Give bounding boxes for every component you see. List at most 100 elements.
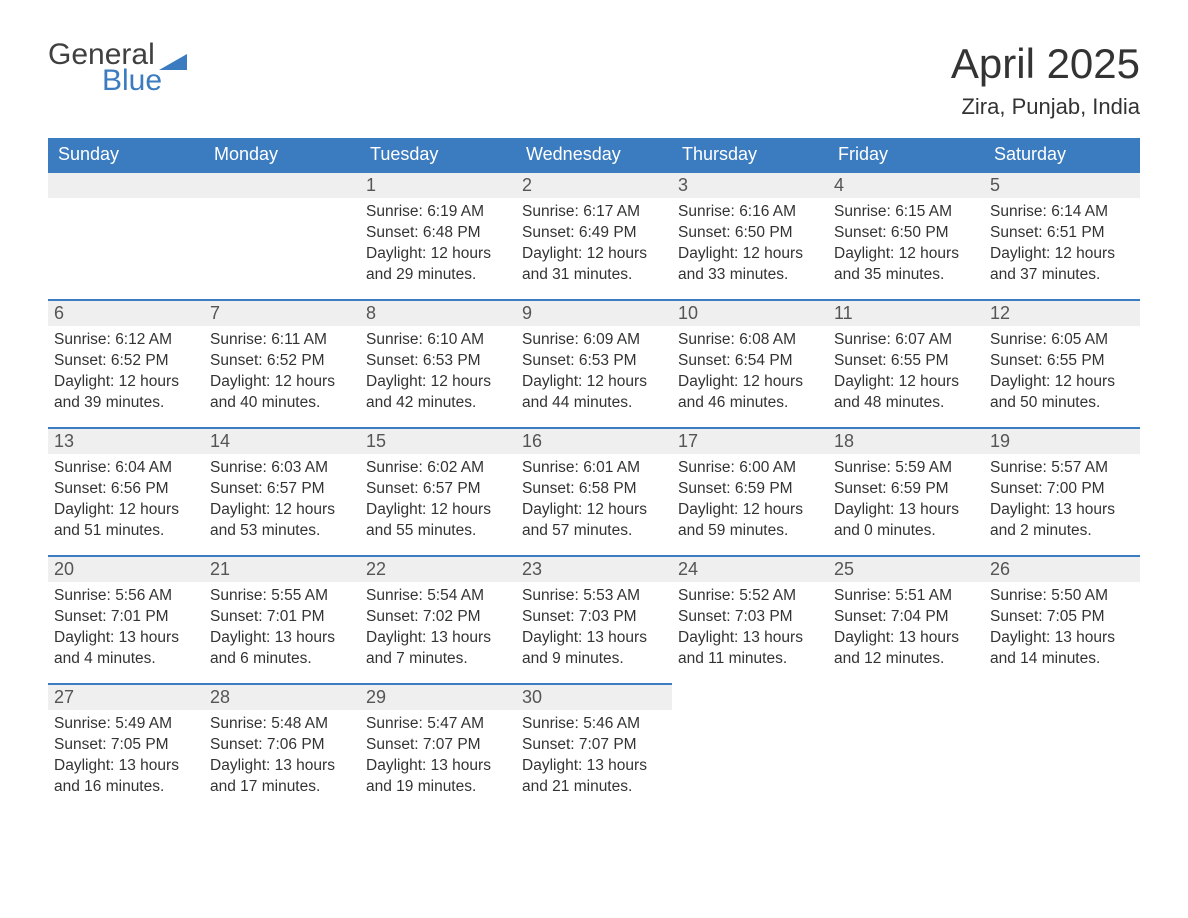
sunrise-line: Sunrise: 5:59 AM	[834, 458, 978, 479]
sunset-value: 7:02 PM	[423, 608, 481, 625]
daylight-line: Daylight: 13 hours and 2 minutes.	[990, 500, 1134, 542]
sunrise-value: 6:09 AM	[583, 331, 640, 348]
sunrise-value: 5:50 AM	[1051, 587, 1108, 604]
sunrise-value: 6:14 AM	[1051, 203, 1108, 220]
day-number: 18	[828, 427, 984, 454]
sunset-line: Sunset: 7:03 PM	[678, 607, 822, 628]
calendar-cell: 12Sunrise: 6:05 AMSunset: 6:55 PMDayligh…	[984, 299, 1140, 427]
sunset-label: Sunset:	[54, 736, 107, 753]
daylight-label: Daylight:	[366, 245, 426, 262]
daylight-label: Daylight:	[210, 629, 270, 646]
sunset-label: Sunset:	[678, 608, 731, 625]
day-number: 11	[828, 299, 984, 326]
weekday-header: Sunday	[48, 138, 204, 171]
calendar-cell: 11Sunrise: 6:07 AMSunset: 6:55 PMDayligh…	[828, 299, 984, 427]
sunset-value: 6:54 PM	[735, 352, 793, 369]
sunset-label: Sunset:	[678, 352, 731, 369]
sunrise-label: Sunrise:	[366, 715, 423, 732]
daylight-line: Daylight: 12 hours and 31 minutes.	[522, 244, 666, 286]
sunrise-value: 6:03 AM	[271, 459, 328, 476]
calendar-cell: 2Sunrise: 6:17 AMSunset: 6:49 PMDaylight…	[516, 171, 672, 299]
day-content: Sunrise: 6:02 AMSunset: 6:57 PMDaylight:…	[360, 454, 516, 546]
sunrise-line: Sunrise: 6:16 AM	[678, 202, 822, 223]
sunset-label: Sunset:	[54, 352, 107, 369]
day-number-empty	[48, 171, 204, 198]
calendar-cell: 19Sunrise: 5:57 AMSunset: 7:00 PMDayligh…	[984, 427, 1140, 555]
day-number: 20	[48, 555, 204, 582]
sunset-value: 6:53 PM	[579, 352, 637, 369]
sunrise-value: 5:48 AM	[271, 715, 328, 732]
calendar-cell: 30Sunrise: 5:46 AMSunset: 7:07 PMDayligh…	[516, 683, 672, 811]
day-number: 27	[48, 683, 204, 710]
day-content: Sunrise: 6:05 AMSunset: 6:55 PMDaylight:…	[984, 326, 1140, 418]
header: General Blue April 2025 Zira, Punjab, In…	[48, 40, 1140, 120]
sunrise-label: Sunrise:	[834, 203, 891, 220]
sunrise-line: Sunrise: 5:49 AM	[54, 714, 198, 735]
day-content: Sunrise: 5:59 AMSunset: 6:59 PMDaylight:…	[828, 454, 984, 546]
day-content-empty	[828, 708, 984, 788]
day-content: Sunrise: 6:19 AMSunset: 6:48 PMDaylight:…	[360, 198, 516, 290]
calendar-cell: 24Sunrise: 5:52 AMSunset: 7:03 PMDayligh…	[672, 555, 828, 683]
daylight-label: Daylight:	[990, 501, 1050, 518]
sunrise-line: Sunrise: 5:51 AM	[834, 586, 978, 607]
sunset-value: 6:52 PM	[111, 352, 169, 369]
sunrise-line: Sunrise: 6:00 AM	[678, 458, 822, 479]
sunrise-value: 5:54 AM	[427, 587, 484, 604]
sunrise-value: 6:12 AM	[115, 331, 172, 348]
sunset-value: 6:55 PM	[1047, 352, 1105, 369]
calendar-cell: 25Sunrise: 5:51 AMSunset: 7:04 PMDayligh…	[828, 555, 984, 683]
sunset-line: Sunset: 6:55 PM	[834, 351, 978, 372]
sunset-label: Sunset:	[522, 736, 575, 753]
daylight-line: Daylight: 12 hours and 33 minutes.	[678, 244, 822, 286]
sunrise-line: Sunrise: 6:08 AM	[678, 330, 822, 351]
sunset-value: 6:50 PM	[735, 224, 793, 241]
weekday-header: Wednesday	[516, 138, 672, 171]
daylight-label: Daylight:	[678, 245, 738, 262]
sunrise-line: Sunrise: 6:14 AM	[990, 202, 1134, 223]
sunrise-value: 6:00 AM	[739, 459, 796, 476]
day-content: Sunrise: 6:17 AMSunset: 6:49 PMDaylight:…	[516, 198, 672, 290]
day-content: Sunrise: 5:55 AMSunset: 7:01 PMDaylight:…	[204, 582, 360, 674]
daylight-line: Daylight: 12 hours and 40 minutes.	[210, 372, 354, 414]
daylight-line: Daylight: 12 hours and 57 minutes.	[522, 500, 666, 542]
day-content: Sunrise: 5:52 AMSunset: 7:03 PMDaylight:…	[672, 582, 828, 674]
calendar-cell: 5Sunrise: 6:14 AMSunset: 6:51 PMDaylight…	[984, 171, 1140, 299]
sunset-line: Sunset: 7:07 PM	[522, 735, 666, 756]
day-content: Sunrise: 5:53 AMSunset: 7:03 PMDaylight:…	[516, 582, 672, 674]
sunrise-value: 6:10 AM	[427, 331, 484, 348]
day-number: 7	[204, 299, 360, 326]
daylight-label: Daylight:	[678, 629, 738, 646]
sunrise-label: Sunrise:	[990, 203, 1047, 220]
day-content: Sunrise: 6:10 AMSunset: 6:53 PMDaylight:…	[360, 326, 516, 418]
sunset-line: Sunset: 6:54 PM	[678, 351, 822, 372]
daylight-line: Daylight: 13 hours and 9 minutes.	[522, 628, 666, 670]
daylight-label: Daylight:	[366, 373, 426, 390]
day-content: Sunrise: 6:07 AMSunset: 6:55 PMDaylight:…	[828, 326, 984, 418]
sunset-line: Sunset: 7:05 PM	[990, 607, 1134, 628]
calendar-cell: 18Sunrise: 5:59 AMSunset: 6:59 PMDayligh…	[828, 427, 984, 555]
sunrise-value: 6:02 AM	[427, 459, 484, 476]
daylight-label: Daylight:	[990, 373, 1050, 390]
sunrise-label: Sunrise:	[522, 715, 579, 732]
daylight-label: Daylight:	[990, 245, 1050, 262]
day-content: Sunrise: 6:16 AMSunset: 6:50 PMDaylight:…	[672, 198, 828, 290]
calendar-cell	[828, 683, 984, 811]
calendar-cell: 26Sunrise: 5:50 AMSunset: 7:05 PMDayligh…	[984, 555, 1140, 683]
sunrise-label: Sunrise:	[834, 331, 891, 348]
sunrise-value: 5:49 AM	[115, 715, 172, 732]
sunrise-label: Sunrise:	[834, 587, 891, 604]
day-number: 17	[672, 427, 828, 454]
sunset-line: Sunset: 7:00 PM	[990, 479, 1134, 500]
daylight-line: Daylight: 13 hours and 6 minutes.	[210, 628, 354, 670]
daylight-line: Daylight: 12 hours and 53 minutes.	[210, 500, 354, 542]
sunset-line: Sunset: 6:51 PM	[990, 223, 1134, 244]
sunset-line: Sunset: 7:06 PM	[210, 735, 354, 756]
sunrise-line: Sunrise: 6:01 AM	[522, 458, 666, 479]
sunrise-value: 6:05 AM	[1051, 331, 1108, 348]
sunrise-label: Sunrise:	[522, 331, 579, 348]
sunrise-value: 6:01 AM	[583, 459, 640, 476]
day-number: 12	[984, 299, 1140, 326]
day-content-empty	[672, 708, 828, 788]
day-content: Sunrise: 6:14 AMSunset: 6:51 PMDaylight:…	[984, 198, 1140, 290]
calendar-row: 6Sunrise: 6:12 AMSunset: 6:52 PMDaylight…	[48, 299, 1140, 427]
